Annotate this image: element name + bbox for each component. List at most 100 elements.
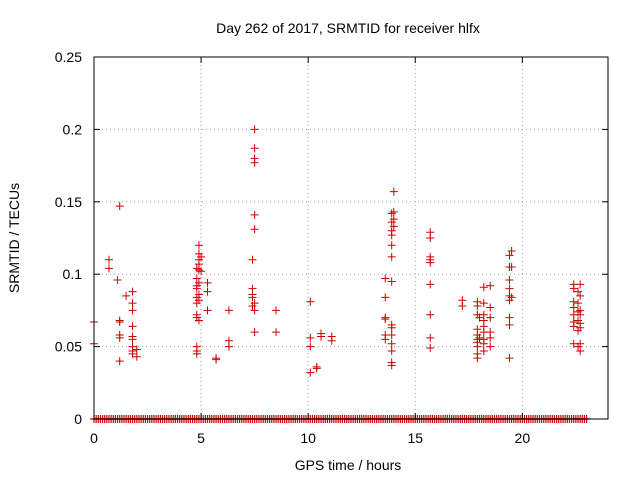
data-point (389, 207, 398, 216)
data-point (104, 255, 113, 264)
axis-ticks: 0 0.05 0.1 0.15 0.2 0.25 0 5 10 15 20 (55, 49, 608, 446)
y-tick-label: 0.25 (55, 49, 82, 65)
data-point (569, 303, 578, 312)
data-point (426, 310, 435, 319)
data-point (128, 306, 137, 315)
data-point (381, 293, 390, 302)
data-point (486, 281, 495, 290)
data-point (128, 349, 137, 358)
data-point (115, 317, 124, 326)
data-point (224, 306, 233, 315)
y-tick-label: 0.15 (55, 194, 82, 210)
data-point (194, 241, 203, 250)
data-point (473, 354, 482, 363)
data-point (317, 332, 326, 341)
data-point (212, 355, 221, 364)
data-point (574, 287, 583, 296)
data-point (194, 265, 203, 274)
y-tick-label: 0.05 (55, 339, 82, 355)
data-point (194, 278, 203, 287)
data-point (250, 158, 259, 167)
data-point (250, 125, 259, 134)
data-point (505, 313, 514, 322)
data-point (250, 299, 259, 308)
data-point (486, 303, 495, 312)
data-point (192, 274, 201, 283)
data-point (505, 251, 514, 260)
data-point (569, 284, 578, 293)
x-tick-label: 10 (300, 430, 316, 446)
data-point (381, 315, 390, 324)
x-tick-label: 15 (407, 430, 423, 446)
data-point (486, 333, 495, 342)
data-point (250, 210, 259, 219)
data-point (387, 339, 396, 348)
data-point (387, 361, 396, 370)
data-point (115, 202, 124, 211)
data-point (458, 302, 467, 311)
data-point (479, 283, 488, 292)
data-point (576, 280, 585, 289)
y-axis-label: SRMTID / TECUs (6, 183, 22, 293)
data-point (389, 222, 398, 231)
data-point (192, 264, 201, 273)
data-point (389, 215, 398, 224)
data-point (426, 344, 435, 353)
data-point (486, 313, 495, 322)
data-point (312, 364, 321, 373)
data-point (128, 287, 137, 296)
data-point (426, 258, 435, 267)
data-point (505, 354, 514, 363)
data-point (505, 284, 514, 293)
data-point (387, 241, 396, 250)
data-point (479, 299, 488, 308)
x-tick-label: 20 (515, 430, 531, 446)
data-point (426, 280, 435, 289)
data-point (576, 323, 585, 332)
data-point (250, 328, 259, 337)
data-point (104, 264, 113, 273)
data-point (574, 299, 583, 308)
data-point (128, 322, 137, 331)
data-point (507, 293, 516, 302)
x-tick-label: 5 (197, 430, 205, 446)
data-point (327, 336, 336, 345)
data-point (569, 322, 578, 331)
data-point (426, 333, 435, 342)
data-point (576, 291, 585, 300)
data-point (250, 225, 259, 234)
data-point (197, 252, 206, 261)
data-point (387, 252, 396, 261)
data-point (505, 320, 514, 329)
data-point (306, 333, 315, 342)
data-point (272, 328, 281, 337)
data-point (389, 187, 398, 196)
data-point (192, 284, 201, 293)
data-point (306, 342, 315, 351)
chart-title: Day 262 of 2017, SRMTID for receiver hlf… (216, 20, 480, 36)
data-point (248, 293, 257, 302)
data-point (387, 323, 396, 332)
data-point (576, 339, 585, 348)
data-point (486, 342, 495, 351)
data-point (507, 247, 516, 256)
data-point (203, 278, 212, 287)
data-point (194, 296, 203, 305)
x-tick-label: 0 (90, 430, 98, 446)
data-point (128, 335, 137, 344)
data-point (250, 144, 259, 153)
data-point (387, 331, 396, 340)
data-point (505, 275, 514, 284)
data-point (381, 274, 390, 283)
y-tick-label: 0.2 (63, 121, 83, 137)
data-point (132, 345, 141, 354)
data-point (203, 306, 212, 315)
data-point (387, 277, 396, 286)
data-point (194, 316, 203, 325)
data-points (90, 125, 591, 423)
grid-lines (94, 57, 608, 419)
data-point (306, 368, 315, 377)
data-point (224, 342, 233, 351)
data-point (272, 306, 281, 315)
